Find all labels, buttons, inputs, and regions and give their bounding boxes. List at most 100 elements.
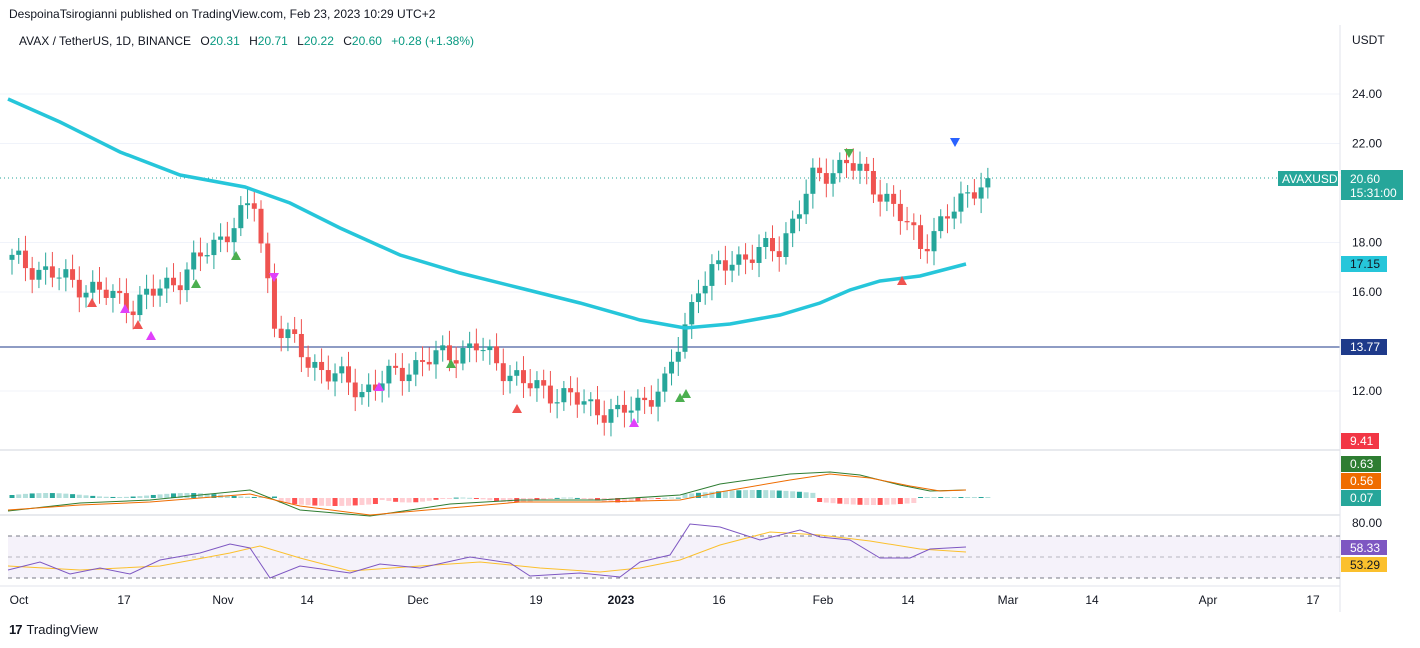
macd-histogram-bar xyxy=(70,494,76,498)
macd-histogram-bar xyxy=(110,496,116,498)
candle-body xyxy=(426,361,432,365)
candle-body xyxy=(877,194,883,202)
macd-histogram-bar xyxy=(817,498,823,502)
high-value: 20.71 xyxy=(257,34,288,48)
macd-histogram-bar xyxy=(695,492,701,498)
macd-histogram-bar xyxy=(312,498,318,506)
signal-tag[interactable]: 0.56 xyxy=(1341,473,1381,489)
candle-body xyxy=(224,236,230,243)
macd-histogram-bar xyxy=(736,490,742,498)
macd-histogram-bar xyxy=(823,498,829,503)
tradingview-logo-icon[interactable]: 17 xyxy=(9,622,23,637)
symbol-tag[interactable]: AVAXUSDT xyxy=(1278,171,1346,186)
macd-histogram-bar xyxy=(709,491,715,498)
macd-histogram-bar xyxy=(271,496,277,498)
macd-histogram-bar xyxy=(372,498,378,505)
macd-histogram-bar xyxy=(615,498,621,503)
candle-body xyxy=(130,311,136,316)
macd-histogram-bar xyxy=(96,496,102,498)
macd-histogram-bar xyxy=(870,498,876,505)
time-tick-label: Nov xyxy=(212,593,233,607)
candle-body xyxy=(574,392,580,405)
last-price-tag[interactable]: 20.60 15:31:00 xyxy=(1341,170,1403,200)
candle-body xyxy=(319,361,325,371)
rsi-ma-line[interactable] xyxy=(7,531,967,573)
candle-body xyxy=(810,167,816,194)
macd-histogram-bar xyxy=(473,498,479,499)
macd-histogram-bar xyxy=(453,497,459,499)
candle-body xyxy=(473,343,479,351)
low-tag[interactable]: 9.41 xyxy=(1341,433,1379,449)
candle-body xyxy=(837,159,843,174)
macd-histogram-bar xyxy=(144,495,150,498)
macd-histogram-bar xyxy=(803,492,809,498)
candle-body xyxy=(918,225,924,249)
macd-line[interactable] xyxy=(7,471,967,517)
macd-tag-text: 0.63 xyxy=(1350,457,1374,471)
candle-body xyxy=(49,266,55,278)
rsi-tag[interactable]: 58.33 xyxy=(1341,540,1387,555)
macd-histogram-bar xyxy=(911,498,917,504)
candle-body xyxy=(951,211,957,219)
candle-body xyxy=(924,248,930,252)
macd-histogram-bar xyxy=(184,493,190,498)
macd-histogram-bar xyxy=(352,498,358,506)
macd-histogram-bar xyxy=(487,498,493,501)
macd-histogram-bar xyxy=(850,498,856,505)
candle-body xyxy=(22,250,28,269)
macd-histogram-bar xyxy=(554,497,560,499)
macd-histogram-bar xyxy=(682,494,688,498)
time-tick-label: Apr xyxy=(1199,593,1218,607)
candle-body xyxy=(695,293,701,303)
macd-histogram-bar xyxy=(944,497,950,498)
price-tick-label: 22.00 xyxy=(1352,137,1382,151)
rsi-ma-tag[interactable]: 53.29 xyxy=(1341,557,1387,572)
candle-body xyxy=(689,302,695,325)
macd-histogram-bar xyxy=(9,495,15,498)
macd-histogram-bar xyxy=(857,498,863,505)
candle-body xyxy=(958,193,964,212)
macd-histogram-bar xyxy=(251,496,257,498)
macd-histogram-bar xyxy=(292,498,298,505)
candle-body xyxy=(857,163,863,171)
macd-histogram-bar xyxy=(90,495,96,498)
close-value: 20.60 xyxy=(351,34,382,48)
symbol-legend: AVAX / TetherUS, 1D, BINANCE O20.31 H20.… xyxy=(19,34,474,48)
time-tick-label: 17 xyxy=(1306,593,1320,607)
candle-body xyxy=(399,367,405,382)
candle-body xyxy=(137,294,143,316)
candle-body xyxy=(231,228,237,243)
macd-histogram-bar xyxy=(769,490,775,498)
time-axis[interactable]: Oct 17 Nov 14 Dec 19 2023 16 Feb 14 Mar 14 Apr 17 xyxy=(10,593,1320,607)
candle-body xyxy=(985,178,991,188)
brand-name[interactable]: TradingView xyxy=(26,622,99,637)
macd-tag[interactable]: 0.63 xyxy=(1341,456,1381,472)
time-tick-label: 2023 xyxy=(608,593,635,607)
macd-histogram-bar xyxy=(756,490,762,498)
candle-body xyxy=(312,361,318,368)
candle-body xyxy=(211,239,217,256)
hline-tag[interactable]: 13.77 xyxy=(1341,339,1387,355)
ma-tag[interactable]: 17.15 xyxy=(1341,256,1387,272)
gridlines xyxy=(0,93,1340,392)
symbol-name[interactable]: AVAX / TetherUS, 1D, BINANCE xyxy=(19,34,192,48)
macd-histogram-bar xyxy=(722,490,728,498)
macd-histogram-bar xyxy=(339,498,345,506)
candle-body xyxy=(601,415,607,423)
moving-average-line[interactable] xyxy=(7,97,967,330)
rsi-line[interactable] xyxy=(7,523,967,579)
macd-histogram-bar xyxy=(675,497,681,499)
macd-histogram-bar xyxy=(480,498,486,500)
histogram-tag[interactable]: 0.07 xyxy=(1341,490,1381,506)
candle-body xyxy=(36,269,42,280)
candle-body xyxy=(904,221,910,223)
candle-body xyxy=(662,373,668,392)
macd-signal-line[interactable] xyxy=(7,473,967,516)
candle-body xyxy=(204,255,210,257)
candle-body xyxy=(278,328,284,339)
candle-body xyxy=(440,345,446,351)
macd-histogram-bar xyxy=(965,497,971,498)
candle-body xyxy=(352,382,358,398)
time-tick-label: 19 xyxy=(529,593,543,607)
